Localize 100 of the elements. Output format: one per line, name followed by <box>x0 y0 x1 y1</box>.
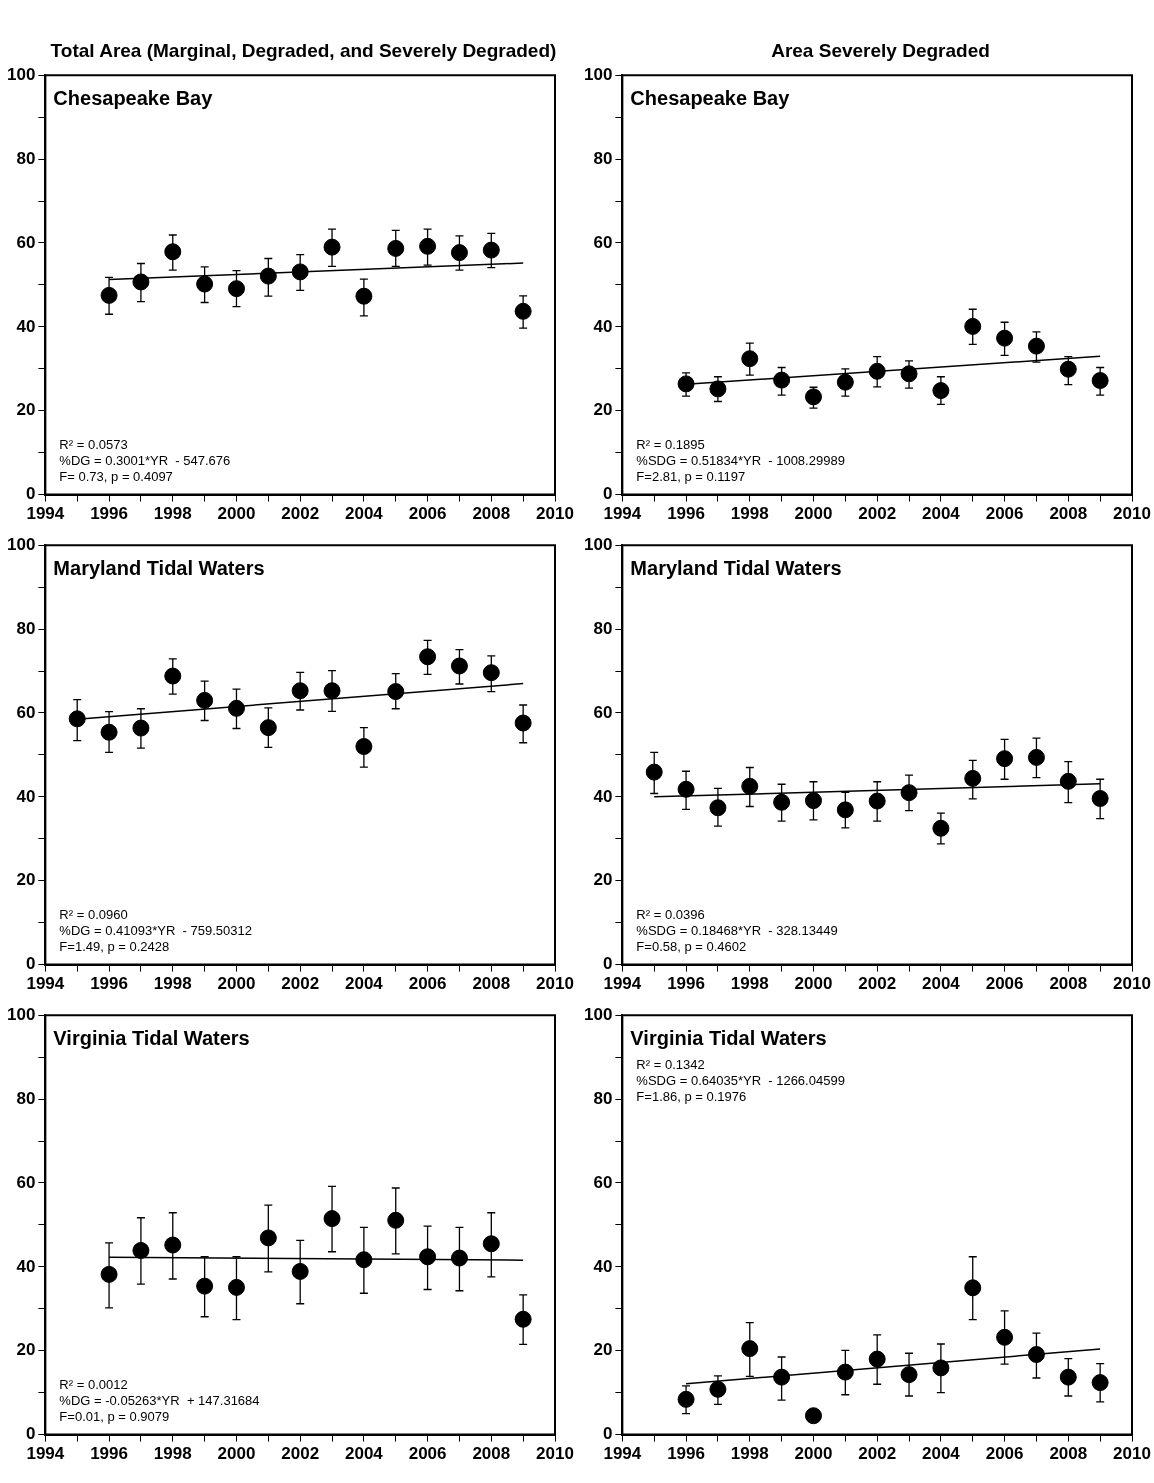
point <box>964 769 982 787</box>
y-tick-label: 20 <box>593 400 613 420</box>
annotation: %SDG = 0.64035*YR - 1266.04599 <box>636 1073 845 1089</box>
point <box>482 241 500 259</box>
point <box>259 1229 277 1247</box>
point <box>450 1249 468 1267</box>
annotation: Maryland Tidal Waters <box>53 556 265 579</box>
point <box>996 1328 1014 1346</box>
point <box>291 263 309 281</box>
x-tick-label: 2000 <box>217 1444 256 1464</box>
y-tick-label: 60 <box>16 232 36 252</box>
point <box>291 682 309 700</box>
point <box>804 1407 822 1425</box>
y-tick-label: 80 <box>593 148 613 168</box>
y-tick-label: 0 <box>25 484 36 504</box>
x-tick-label: 1994 <box>26 974 65 994</box>
x-tick-label: 1998 <box>153 1444 192 1464</box>
point <box>996 750 1014 768</box>
point <box>227 699 245 717</box>
annotation: Chesapeake Bay <box>630 86 791 109</box>
x-tick-label: 2000 <box>794 1444 833 1464</box>
x-tick-label: 2010 <box>1113 1444 1151 1464</box>
x-tick-label: 1998 <box>153 974 192 994</box>
point <box>164 667 182 685</box>
y-tick-label: 40 <box>593 1256 613 1276</box>
point <box>804 792 822 810</box>
x-tick-label: 2000 <box>217 974 256 994</box>
annotation: R² = 0.0573 <box>59 436 128 452</box>
annotation: F=2.81, p = 0.1197 <box>636 468 746 484</box>
x-tick-label: 2010 <box>1113 504 1151 524</box>
point <box>868 1350 886 1368</box>
chart-title: Area Severely Degraded <box>770 39 991 62</box>
point <box>964 317 982 335</box>
y-tick-label: 40 <box>593 316 613 336</box>
y-tick-label: 0 <box>25 1424 36 1444</box>
y-tick-label: 100 <box>583 64 613 84</box>
point <box>836 801 854 819</box>
point <box>482 664 500 682</box>
point <box>741 1340 759 1358</box>
annotation: R² = 0.0012 <box>59 1376 128 1392</box>
x-tick-label: 2006 <box>985 1444 1024 1464</box>
x-tick-label: 2004 <box>921 974 961 994</box>
x-tick-label: 2006 <box>408 504 447 524</box>
x-tick-label: 2006 <box>408 1444 447 1464</box>
x-tick-label: 1994 <box>26 504 65 524</box>
x-tick-label: 2002 <box>858 974 897 994</box>
x-tick-label: 1996 <box>90 504 128 524</box>
y-tick-label: 80 <box>16 148 36 168</box>
point <box>964 1279 982 1297</box>
x-tick-label: 2008 <box>472 504 511 524</box>
y-tick-label: 20 <box>16 870 36 890</box>
y-tick-label: 80 <box>593 1088 613 1108</box>
point <box>773 1368 791 1386</box>
point <box>419 237 437 255</box>
y-tick-label: 60 <box>593 702 613 722</box>
point <box>164 243 182 261</box>
point <box>227 280 245 298</box>
annotation: R² = 0.0960 <box>59 906 128 922</box>
point <box>387 683 405 701</box>
x-tick-label: 1996 <box>667 1444 705 1464</box>
y-tick-label: 20 <box>16 400 36 420</box>
y-tick-label: 60 <box>16 1172 36 1192</box>
annotation: Virginia Tidal Waters <box>630 1026 827 1049</box>
x-tick-label: 2002 <box>281 974 320 994</box>
point <box>836 373 854 391</box>
chart-title: Total Area (Marginal, Degraded, and Severely Degraded) <box>49 39 558 62</box>
point <box>741 777 759 795</box>
x-tick-label: 2010 <box>536 504 574 524</box>
x-tick-label: 1994 <box>26 1444 65 1464</box>
y-tick-label: 100 <box>583 534 613 554</box>
x-tick-label: 2002 <box>858 1444 897 1464</box>
point <box>419 648 437 666</box>
x-tick-label: 2010 <box>536 974 574 994</box>
y-tick-label: 0 <box>602 1424 613 1444</box>
point <box>259 719 277 737</box>
x-tick-label: 2010 <box>536 1444 574 1464</box>
point <box>868 792 886 810</box>
x-tick-label: 2004 <box>921 504 961 524</box>
x-tick-label: 1994 <box>603 504 642 524</box>
x-tick-label: 2004 <box>921 1444 961 1464</box>
point <box>645 763 663 781</box>
y-tick-label: 100 <box>6 64 36 84</box>
annotation: Virginia Tidal Waters <box>53 1026 250 1049</box>
x-tick-label: 2006 <box>985 974 1024 994</box>
annotation: %SDG = 0.18468*YR - 328.13449 <box>636 922 838 938</box>
point <box>741 350 759 368</box>
point <box>196 691 214 709</box>
y-tick-label: 80 <box>16 618 36 638</box>
annotation: %DG = 0.41093*YR - 759.50312 <box>59 922 252 938</box>
point <box>387 1211 405 1229</box>
y-tick-label: 100 <box>583 1004 613 1024</box>
annotation: Chesapeake Bay <box>53 86 214 109</box>
x-tick-label: 1996 <box>667 974 705 994</box>
x-tick-label: 2004 <box>344 974 384 994</box>
y-tick-label: 80 <box>593 618 613 638</box>
point <box>196 275 214 293</box>
point <box>1059 772 1077 790</box>
y-tick-label: 0 <box>602 484 613 504</box>
point <box>836 1363 854 1381</box>
point <box>387 239 405 257</box>
